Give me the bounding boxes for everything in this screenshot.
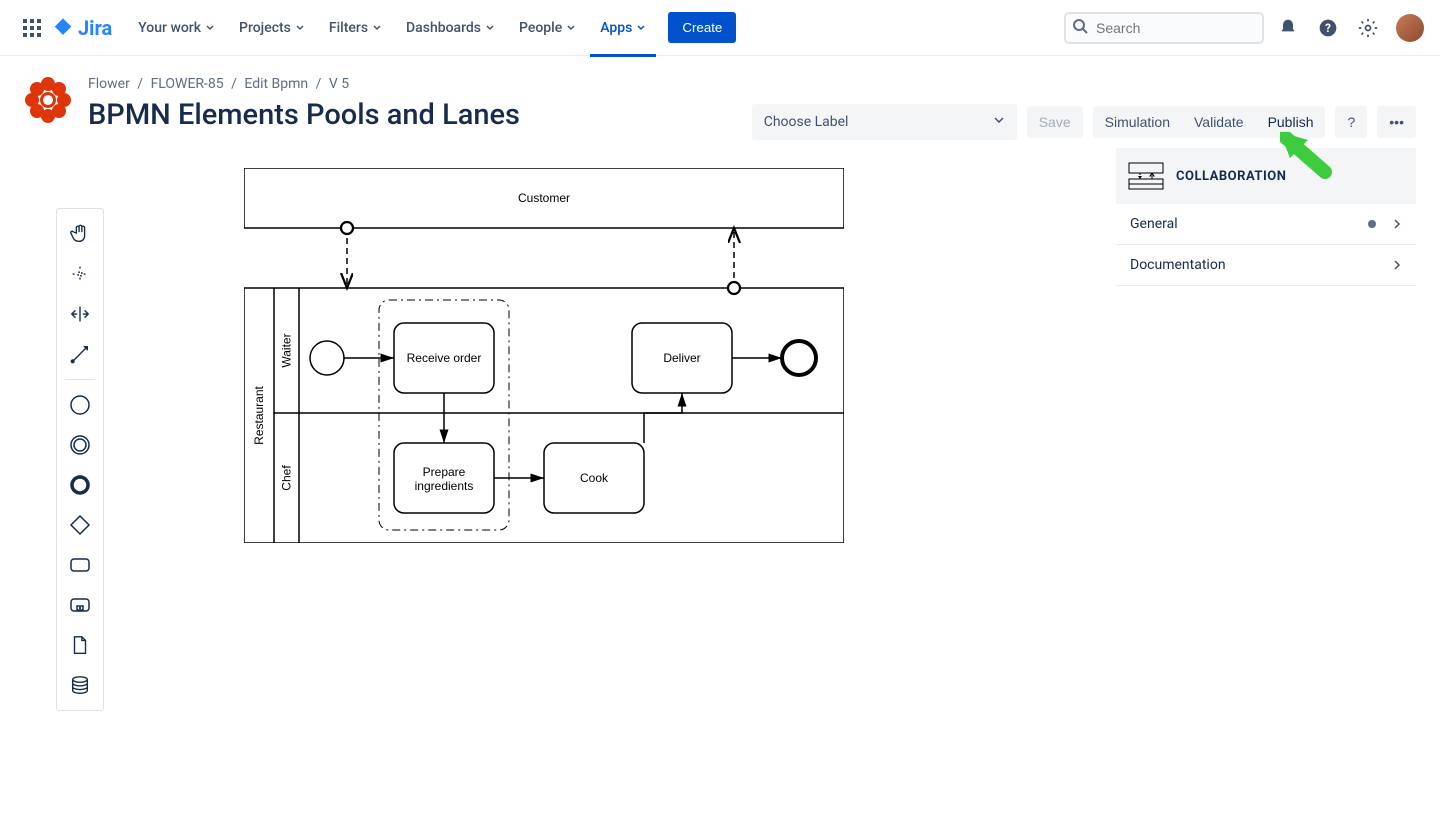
search-box: [1064, 12, 1264, 44]
breadcrumb-link[interactable]: V 5: [329, 76, 349, 92]
nav-item-dashboards[interactable]: Dashboards: [396, 1, 505, 57]
more-button[interactable]: •••: [1377, 106, 1416, 138]
tool-end-event-icon[interactable]: [62, 466, 98, 504]
help-icon[interactable]: ?: [1312, 12, 1344, 44]
panel-header-label: COLLABORATION: [1176, 169, 1286, 184]
tool-gateway-icon[interactable]: [62, 506, 98, 544]
action-group: Simulation Validate Publish: [1093, 106, 1326, 138]
breadcrumb: Flower / FLOWER-85 / Edit Bpmn / V 5: [88, 76, 736, 92]
svg-text:Cook: Cook: [580, 471, 609, 485]
status-dot-icon: [1368, 220, 1376, 228]
breadcrumb-link[interactable]: Edit Bpmn: [244, 76, 308, 92]
tool-data-object-icon[interactable]: [62, 626, 98, 664]
breadcrumb-link[interactable]: Flower: [88, 76, 130, 92]
tool-lasso-icon[interactable]: [62, 255, 98, 293]
svg-text:Chef: Chef: [280, 465, 294, 491]
chevron-down-icon: [372, 23, 382, 33]
save-button: Save: [1027, 106, 1083, 138]
svg-text:Customer: Customer: [518, 191, 570, 205]
tool-subprocess-icon[interactable]: [62, 586, 98, 624]
page-title: BPMN Elements Pools and Lanes: [88, 98, 736, 132]
top-nav: Jira Your workProjectsFiltersDashboardsP…: [0, 0, 1440, 56]
create-button[interactable]: Create: [668, 12, 736, 43]
nav-item-people[interactable]: People: [509, 1, 586, 57]
nav-item-filters[interactable]: Filters: [319, 1, 392, 57]
svg-text:ingredients: ingredients: [415, 479, 474, 493]
chevron-down-icon: [295, 23, 305, 33]
tool-hand-icon[interactable]: [62, 215, 98, 253]
collaboration-icon: [1128, 162, 1164, 190]
svg-text:Receive order: Receive order: [407, 351, 482, 365]
publish-button[interactable]: Publish: [1256, 106, 1326, 138]
bpmn-diagram[interactable]: Customer Restaurant Waiter Chef Receive orde…: [244, 168, 844, 543]
nav-item-projects[interactable]: Projects: [229, 1, 315, 57]
tool-intermediate-event-icon[interactable]: [62, 426, 98, 464]
tool-start-event-icon[interactable]: [62, 386, 98, 424]
canvas-area: Customer Restaurant Waiter Chef Receive orde…: [0, 148, 1440, 563]
settings-icon[interactable]: [1352, 12, 1384, 44]
nav-item-your-work[interactable]: Your work: [128, 1, 225, 57]
chevron-right-icon: [1392, 218, 1402, 230]
breadcrumb-link[interactable]: FLOWER-85: [151, 76, 224, 92]
nav-item-apps[interactable]: Apps: [590, 1, 656, 57]
help-button[interactable]: ?: [1335, 106, 1367, 138]
chevron-down-icon: [485, 23, 495, 33]
avatar[interactable]: [1396, 14, 1424, 42]
panel-row-general[interactable]: General: [1116, 204, 1416, 245]
page-header: Flower / FLOWER-85 / Edit Bpmn / V 5 BPM…: [0, 56, 1440, 148]
bpmn-toolbox: [56, 208, 104, 711]
svg-text:Restaurant: Restaurant: [252, 385, 266, 444]
chevron-right-icon: [1392, 259, 1402, 271]
project-icon: [24, 76, 72, 124]
notifications-icon[interactable]: [1272, 12, 1304, 44]
jira-logo[interactable]: Jira: [52, 16, 112, 40]
chevron-down-icon: [566, 23, 576, 33]
chevron-down-icon: [205, 23, 215, 33]
svg-text:?: ?: [1325, 21, 1331, 35]
simulation-button[interactable]: Simulation: [1093, 106, 1182, 138]
chevron-down-icon: [993, 114, 1005, 130]
svg-text:Deliver: Deliver: [663, 351, 700, 365]
svg-text:Prepare: Prepare: [423, 465, 466, 479]
tool-task-icon[interactable]: [62, 546, 98, 584]
label-select[interactable]: Choose Label: [752, 104, 1017, 140]
panel-header: COLLABORATION: [1116, 148, 1416, 204]
product-name: Jira: [78, 16, 112, 40]
tool-connect-icon[interactable]: [62, 335, 98, 373]
tool-data-store-icon[interactable]: [62, 666, 98, 704]
tool-space-icon[interactable]: [62, 295, 98, 333]
validate-button[interactable]: Validate: [1182, 106, 1256, 138]
label-select-text: Choose Label: [764, 114, 849, 130]
panel-row-documentation[interactable]: Documentation: [1116, 245, 1416, 286]
chevron-down-icon: [636, 23, 646, 33]
search-icon: [1072, 18, 1088, 38]
search-input[interactable]: [1064, 12, 1264, 44]
svg-text:Waiter: Waiter: [280, 333, 294, 367]
properties-panel: COLLABORATION GeneralDocumentation: [1116, 148, 1416, 286]
app-switcher-icon[interactable]: [16, 12, 48, 44]
